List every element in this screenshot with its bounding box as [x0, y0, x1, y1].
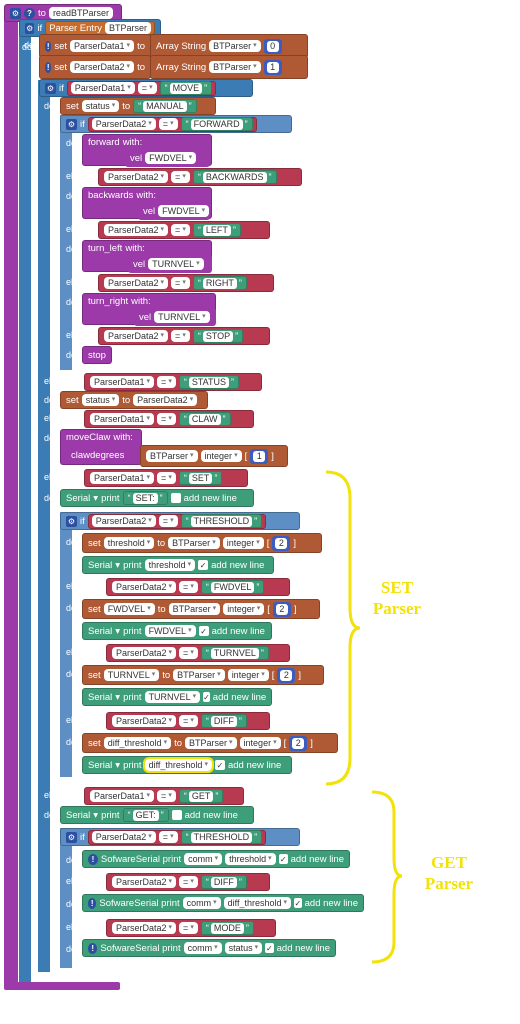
if-set-bar — [60, 512, 72, 777]
arg-vel-fwd: vel FWDVEL ▾ — [125, 149, 210, 167]
help-icon[interactable]: ? — [24, 7, 35, 19]
if-forward[interactable]: ⚙ if ParserData2 ▾ = ▾ “FORWARD” — [60, 115, 292, 133]
cond-get-diff[interactable]: ParserData2 ▾ = ▾ “DIFF” — [106, 873, 270, 891]
gear-icon[interactable]: ⚙ — [45, 82, 56, 94]
cond-set[interactable]: ParserData1 ▾ = ▾ “SET” — [84, 469, 248, 487]
cond-get[interactable]: ParserData1 ▾ = ▾ “GET” — [84, 787, 244, 805]
array-string-1[interactable]: Array String BTParser ▾ 1 — [150, 55, 308, 79]
arg-vel-back: vel FWDVEL ▾ — [138, 202, 210, 220]
set-brace — [325, 470, 361, 786]
gear-icon[interactable]: ⚙ — [66, 831, 77, 843]
serial-print-diff[interactable]: Serial ▾ print diff_threshold ▾ ✓ add new line — [82, 756, 292, 774]
if-parser-entry[interactable]: ⚙ if Parser Entry BTParser — [19, 19, 161, 37]
serial-print-fwdvel[interactable]: Serial ▾ print FWDVEL ▾ ✓ add new line — [82, 622, 272, 640]
gear-icon[interactable]: ⚙ — [66, 515, 77, 527]
set-threshold[interactable]: set threshold ▾ to BTParser ▾ integer ▾[2] — [82, 533, 322, 553]
serial-print-threshold[interactable]: Serial ▾ print threshold ▾ ✓ add new line — [82, 556, 274, 574]
proc-do-label: do — [24, 40, 35, 50]
warning-icon[interactable]: ! — [88, 897, 97, 909]
cond-left[interactable]: ParserData2 ▾ = ▾ “LEFT” — [98, 221, 270, 239]
set-fwdvel[interactable]: set FWDVEL ▾ to BTParser ▾ integer ▾[2] — [82, 599, 320, 619]
serial-print-turnvel[interactable]: Serial ▾ print TURNVEL ▾ ✓ add new line — [82, 688, 272, 706]
cond-diff[interactable]: ParserData2 ▾ = ▾ “DIFF” — [106, 712, 270, 730]
procedure-bottom — [4, 982, 120, 990]
warning-icon[interactable]: ! — [88, 942, 98, 954]
btparser-integer-1[interactable]: BTParser ▾ integer ▾[1] — [140, 445, 288, 467]
if-inner-bar — [60, 115, 72, 370]
set-status-pd2[interactable]: set status ▾ to ParserData2 ▾ — [60, 391, 208, 409]
sws-print-status[interactable]: ! SofwareSerial print comm ▾ status ▾ ✓ add new… — [82, 939, 336, 957]
if-get-threshold[interactable]: ⚙ if ParserData2 ▾ = ▾ “THRESHOLD” — [60, 828, 300, 846]
serial-print-get[interactable]: Serial ▾ print “GET:” add new line — [60, 806, 254, 824]
get-parser-label: GET Parser — [424, 853, 474, 893]
gear-icon[interactable]: ⚙ — [66, 118, 77, 130]
set-turnvel[interactable]: set TURNVEL ▾ to BTParser ▾ integer ▾[2] — [82, 665, 324, 685]
set-parserdata2[interactable]: ! set ParserData2 ▾ to — [39, 55, 151, 79]
cond-backwards[interactable]: ParserData2 ▾ = ▾ “BACKWARDS” — [98, 168, 302, 186]
if-move[interactable]: ⚙ if ParserData1 ▾ = ▾ “MOVE” — [39, 79, 253, 97]
if-outer-bar — [19, 20, 31, 982]
cond-turnvel[interactable]: ParserData2 ▾ = ▾ “TURNVEL” — [106, 644, 290, 662]
get-brace — [371, 790, 403, 964]
parser-entry-block[interactable]: Parser Entry BTParser — [45, 21, 155, 35]
cond-get-mode[interactable]: ParserData2 ▾ = ▾ “MODE” — [106, 919, 276, 937]
cond-status[interactable]: ParserData1 ▾ = ▾ “STATUS” — [84, 373, 262, 391]
arg-vel-right: vel TURNVEL ▾ — [134, 308, 216, 326]
array-string-0[interactable]: Array String BTParser ▾ 0 — [150, 34, 308, 58]
set-parserdata1[interactable]: ! set ParserData1 ▾ to — [39, 34, 151, 58]
warning-icon[interactable]: ! — [45, 40, 52, 52]
if-main-bar — [38, 80, 50, 972]
procedure-bar — [4, 5, 18, 990]
proc-name-field[interactable]: readBTParser — [48, 7, 113, 19]
cond-stop[interactable]: ParserData2 ▾ = ▾ “STOP” — [98, 327, 270, 345]
warning-icon[interactable]: ! — [45, 61, 52, 73]
sws-print-diff[interactable]: ! SofwareSerial print comm ▾ diff_threshold ▾… — [82, 894, 364, 912]
call-stop[interactable]: stop — [82, 346, 112, 364]
gear-icon[interactable]: ⚙ — [10, 7, 21, 19]
sws-print-threshold[interactable]: ! SofwareSerial print comm ▾ threshold ▾ ✓ add … — [82, 850, 350, 868]
proc-to-label: to — [38, 7, 46, 19]
cond-claw[interactable]: ParserData1 ▾ = ▾ “CLAW” — [84, 410, 254, 428]
set-diff-threshold[interactable]: set diff_threshold ▾ to BTParser ▾ integer ▾[2] — [82, 733, 338, 753]
cond-fwdvel[interactable]: ParserData2 ▾ = ▾ “FWDVEL” — [106, 578, 290, 596]
if-threshold[interactable]: ⚙ if ParserData2 ▾ = ▾ “THRESHOLD” — [60, 512, 300, 530]
serial-print-set[interactable]: Serial ▾ print “SET:” add new line — [60, 489, 254, 507]
do-label: do — [22, 42, 33, 52]
set-status-manual[interactable]: set status ▾ to “MANUAL” — [60, 97, 216, 115]
procedure-header[interactable]: ⚙ ? to readBTParser — [4, 4, 122, 22]
arg-vel-left: vel TURNVEL ▾ — [128, 255, 212, 273]
warning-icon[interactable]: ! — [88, 853, 98, 865]
cond-right[interactable]: ParserData2 ▾ = ▾ “RIGHT” — [98, 274, 274, 292]
set-parser-label: SET Parser — [372, 578, 422, 618]
if-get-bar — [60, 828, 72, 968]
arg-clawdegrees: clawdegrees — [66, 446, 142, 464]
gear-icon[interactable]: ⚙ — [25, 22, 35, 34]
